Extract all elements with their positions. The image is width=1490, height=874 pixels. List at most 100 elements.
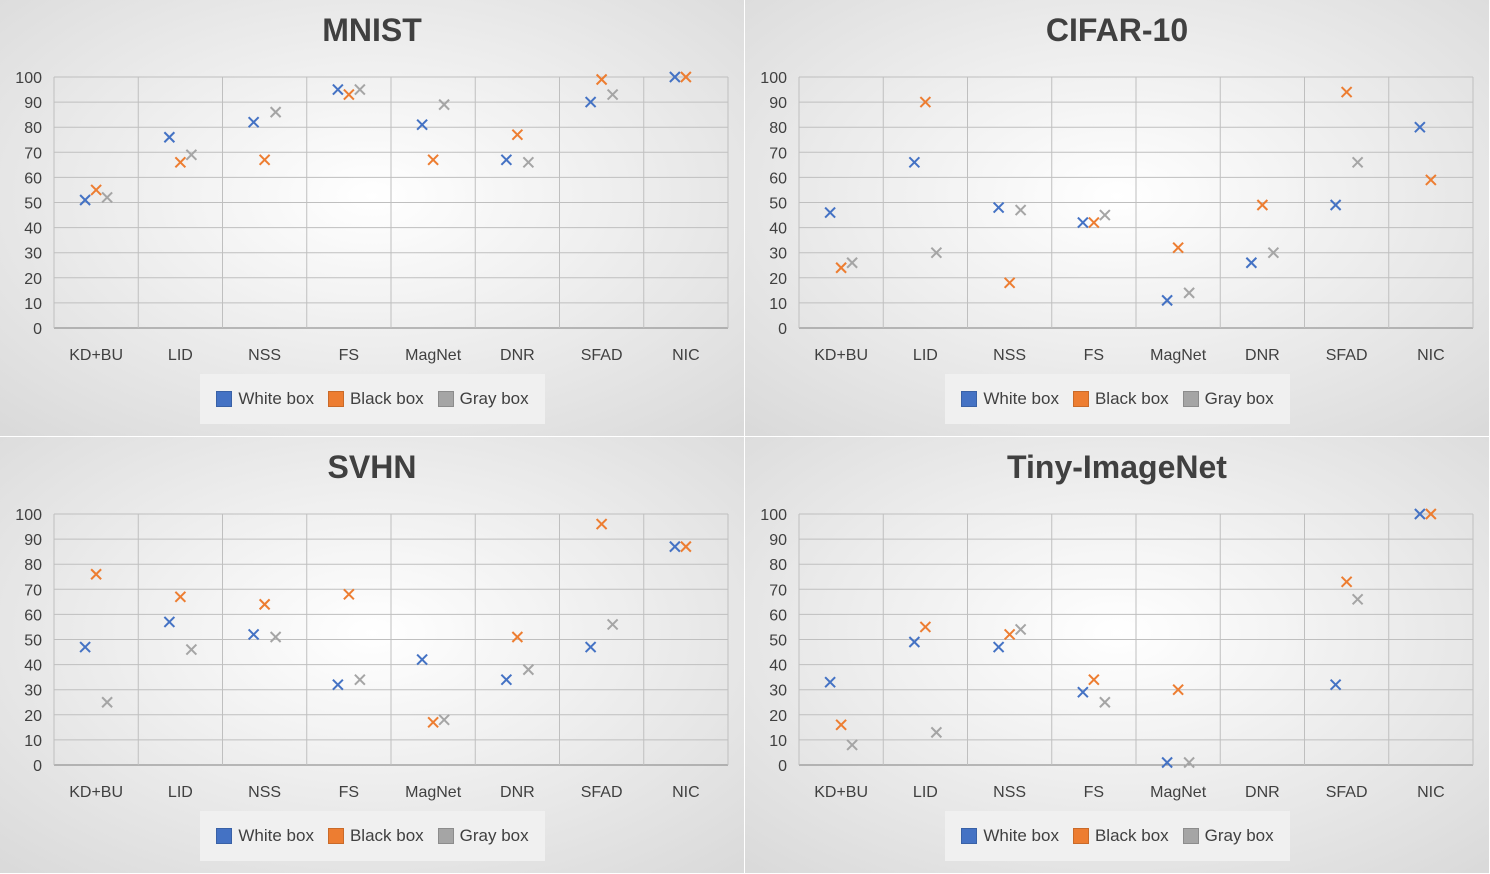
legend-item-black-box: Black box [327, 826, 424, 846]
y-tick-label: 0 [33, 321, 42, 338]
legend-label-white-box: White box [983, 826, 1059, 845]
data-point-black-box [919, 621, 932, 633]
data-point-black-box [595, 73, 608, 86]
x-tick-label: KD+BU [69, 347, 123, 364]
panel-background [745, 0, 1489, 436]
data-point-gray-box [1267, 246, 1280, 259]
data-point-gray-box [438, 98, 450, 111]
data-point-black-box [90, 184, 102, 196]
data-point-white-box [416, 118, 428, 131]
legend-label-white-box: White box [238, 826, 314, 845]
data-point-gray-box [1099, 209, 1111, 221]
x-tick-label: NSS [248, 347, 281, 364]
y-tick-label: 20 [24, 708, 42, 725]
data-point-white-box [1329, 678, 1342, 691]
data-point-white-box [1414, 508, 1426, 520]
chart-legend: White box Black box Gray box [200, 811, 545, 861]
data-point-black-box [680, 540, 692, 553]
data-point-gray-box [522, 663, 535, 676]
data-point-black-box [427, 154, 439, 166]
chart-panel-svhn: SVHN 0 10 20 30 40 50 60 70 80 90 100 KD+BU LID NSS FS… [0, 437, 744, 873]
x-tick-label: NSS [993, 347, 1026, 364]
legend-swatch-black-box [327, 391, 344, 407]
x-tick-label: NIC [672, 784, 700, 801]
data-point-black-box [1256, 199, 1269, 211]
x-tick-label: LID [168, 784, 193, 801]
y-tick-label: 20 [24, 271, 42, 288]
data-point-black-box [1425, 508, 1437, 520]
y-tick-label: 40 [769, 658, 787, 675]
x-tick-label: KD+BU [814, 784, 868, 801]
data-point-white-box [1414, 121, 1426, 133]
legend-label-black-box: Black box [1094, 389, 1169, 408]
data-point-black-box [258, 154, 271, 166]
data-point-white-box [416, 653, 428, 666]
data-point-white-box [992, 201, 1005, 214]
data-point-black-box [1003, 628, 1016, 641]
legend-label-black-box: Black box [349, 826, 424, 845]
data-point-black-box [174, 591, 187, 603]
y-tick-label: 50 [24, 196, 42, 213]
data-point-gray-box [606, 618, 619, 631]
data-point-gray-box [522, 156, 535, 169]
y-tick-label: 30 [24, 246, 42, 263]
legend-swatch-white-box [216, 828, 233, 844]
data-point-white-box [247, 116, 260, 128]
data-point-black-box [1003, 277, 1016, 289]
data-point-black-box [90, 568, 102, 580]
legend-item-black-box: Black box [327, 389, 424, 409]
chart-panel-tiny-imagenet: Tiny-ImageNet 0 10 20 30 40 50 60 70 80 90 100 KD+B… [745, 437, 1489, 873]
y-tick-label: 30 [769, 683, 787, 700]
chart-legend: White box Black box Gray box [945, 811, 1290, 861]
panel-background [0, 437, 744, 873]
y-tick-label: 20 [769, 271, 787, 288]
data-point-gray-box [101, 191, 113, 204]
y-tick-label: 30 [769, 246, 787, 263]
legend-label-white-box: White box [238, 389, 314, 408]
legend-swatch-white-box [961, 391, 978, 407]
y-tick-label: 10 [769, 733, 787, 750]
y-tick-label: 40 [24, 221, 42, 238]
legend-item-black-box: Black box [1072, 389, 1169, 409]
y-tick-label: 90 [24, 95, 42, 112]
data-point-gray-box [354, 673, 366, 686]
data-point-black-box [511, 129, 524, 141]
data-point-gray-box [269, 106, 282, 118]
data-point-gray-box [930, 246, 943, 259]
data-point-white-box [584, 641, 597, 653]
data-point-white-box [908, 636, 921, 648]
legend-swatch-black-box [327, 828, 344, 844]
plot-area: 0 10 20 30 40 50 60 70 80 90 100 KD+BU LID NSS FS MagNe… [15, 507, 729, 801]
x-tick-label: SFAD [1326, 784, 1368, 801]
data-point-black-box [1088, 673, 1100, 686]
legend-label-black-box: Black box [349, 389, 424, 408]
data-point-black-box [1425, 174, 1437, 186]
legend-label-gray-box: Gray box [459, 389, 529, 408]
data-point-black-box [595, 518, 608, 530]
legend-item-white-box: White box [216, 389, 314, 409]
data-point-gray-box [606, 88, 619, 101]
x-tick-label: KD+BU [814, 347, 868, 364]
legend-swatch-gray-box [437, 828, 454, 844]
x-tick-label: KD+BU [69, 784, 123, 801]
legend-item-white-box: White box [961, 389, 1059, 409]
data-point-white-box [824, 206, 836, 219]
panel-background [745, 437, 1489, 873]
legend-item-black-box: Black box [1072, 826, 1169, 846]
y-tick-label: 50 [769, 633, 787, 650]
x-tick-label: NSS [248, 784, 281, 801]
y-tick-label: 80 [24, 557, 42, 574]
data-point-black-box [919, 96, 932, 108]
legend-swatch-gray-box [1182, 391, 1199, 407]
data-point-gray-box [101, 696, 113, 708]
data-point-white-box [824, 676, 836, 688]
y-tick-label: 50 [769, 196, 787, 213]
legend-label-gray-box: Gray box [1204, 389, 1274, 408]
data-point-black-box [174, 156, 187, 169]
data-point-black-box [427, 716, 439, 729]
y-tick-label: 70 [24, 145, 42, 162]
data-point-black-box [680, 71, 692, 83]
y-tick-label: 70 [24, 582, 42, 599]
data-point-gray-box [269, 631, 282, 643]
legend-label-gray-box: Gray box [1204, 826, 1274, 845]
